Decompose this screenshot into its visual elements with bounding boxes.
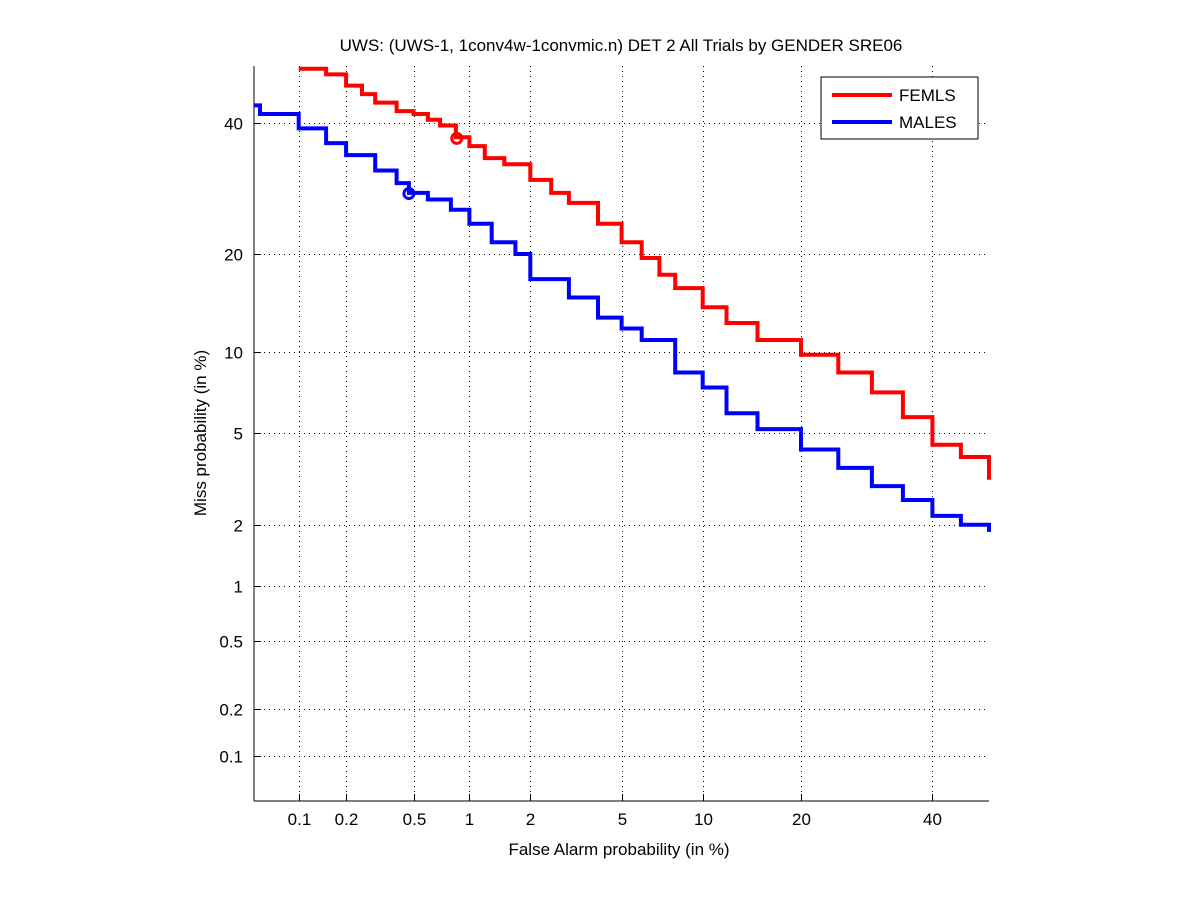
x-tick-label: 0.5 — [403, 810, 427, 829]
series-line-femls — [298, 66, 991, 480]
series-line-males — [254, 103, 991, 532]
y-tick-label: 0.2 — [219, 701, 243, 720]
legend-label-femls: FEMLS — [899, 86, 956, 105]
y-tick-label: 10 — [224, 344, 243, 363]
legend: FEMLS MALES — [820, 76, 979, 140]
x-tick-label: 10 — [694, 810, 713, 829]
y-tick-label: 1 — [234, 578, 243, 597]
y-ticks: 0.1 0.2 0.5 1 2 5 10 20 40 — [219, 115, 261, 767]
y-tick-label: 0.1 — [219, 748, 243, 767]
y-tick-label: 2 — [234, 517, 243, 536]
x-tick-label: 2 — [526, 810, 535, 829]
y-tick-label: 20 — [224, 246, 243, 265]
y-axis-label: Miss probability (in %) — [191, 350, 210, 516]
x-tick-label: 5 — [618, 810, 627, 829]
x-tick-label: 40 — [923, 810, 942, 829]
x-tick-label: 20 — [792, 810, 811, 829]
chart-title: UWS: (UWS-1, 1conv4w-1convmic.n) DET 2 A… — [340, 36, 903, 55]
x-tick-label: 0.1 — [288, 810, 312, 829]
legend-label-males: MALES — [899, 113, 957, 132]
series-group — [254, 66, 991, 532]
y-tick-label: 40 — [224, 115, 243, 134]
x-axis-label: False Alarm probability (in %) — [508, 840, 729, 859]
min-dcf-marker-femls — [450, 131, 464, 145]
legend-box — [820, 76, 979, 140]
x-tick-label: 0.2 — [335, 810, 359, 829]
grid-lines — [254, 66, 989, 801]
y-tick-label: 5 — [234, 425, 243, 444]
min-dcf-marker-males — [402, 187, 416, 200]
y-tick-label: 0.5 — [219, 633, 243, 652]
x-ticks: 0.1 0.2 0.5 1 2 5 10 20 40 — [288, 794, 942, 829]
x-tick-label: 1 — [465, 810, 474, 829]
